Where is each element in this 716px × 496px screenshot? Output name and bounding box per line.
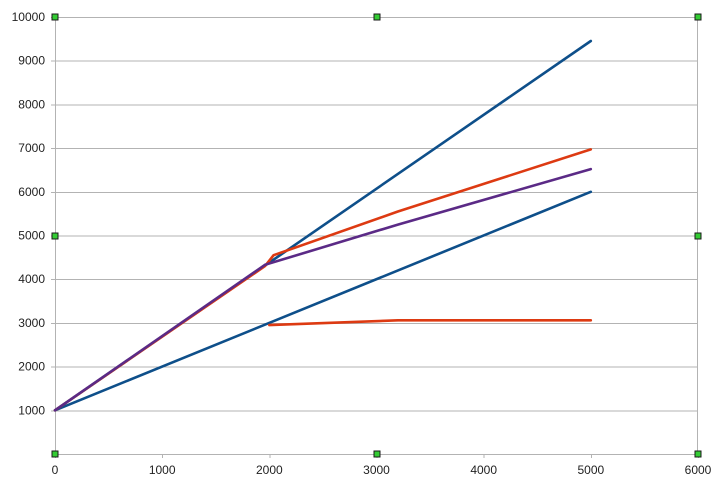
y-tick-label: 4000 xyxy=(18,272,45,286)
resize-handle[interactable] xyxy=(51,13,59,21)
series-group xyxy=(53,39,593,412)
resize-handle[interactable] xyxy=(373,450,381,458)
x-tick-label: 0 xyxy=(52,463,59,477)
axes xyxy=(51,17,699,458)
y-tick-label: 3000 xyxy=(18,316,45,330)
series-line-2 xyxy=(53,190,593,412)
resize-handle[interactable] xyxy=(694,232,702,240)
series-line-4 xyxy=(53,167,593,412)
y-tick-label: 1000 xyxy=(18,403,45,417)
x-tick-label: 3000 xyxy=(363,463,390,477)
selection-handles[interactable] xyxy=(51,13,702,458)
x-tick-label: 6000 xyxy=(685,463,712,477)
y-tick-label: 5000 xyxy=(18,229,45,243)
tick-labels: 0 1000 2000 3000 4000 5000 6000 1000 2000 3000 400… xyxy=(12,10,712,477)
y-tick-label: 6000 xyxy=(18,185,45,199)
x-tick-label: 5000 xyxy=(577,463,604,477)
series-line-5 xyxy=(267,318,593,327)
x-tick-label: 2000 xyxy=(256,463,283,477)
y-tick-label: 8000 xyxy=(18,97,45,111)
resize-handle[interactable] xyxy=(694,450,702,458)
y-tick-label: 9000 xyxy=(18,54,45,68)
y-tick-label: 10000 xyxy=(12,10,46,24)
resize-handle[interactable] xyxy=(51,232,59,240)
resize-handle[interactable] xyxy=(373,13,381,21)
resize-handle[interactable] xyxy=(694,13,702,21)
y-tick-label: 2000 xyxy=(18,360,45,374)
y-tick-label: 7000 xyxy=(18,141,45,155)
x-tick-label: 4000 xyxy=(470,463,497,477)
x-tick-label: 1000 xyxy=(149,463,176,477)
resize-handle[interactable] xyxy=(51,450,59,458)
grid xyxy=(55,17,698,412)
